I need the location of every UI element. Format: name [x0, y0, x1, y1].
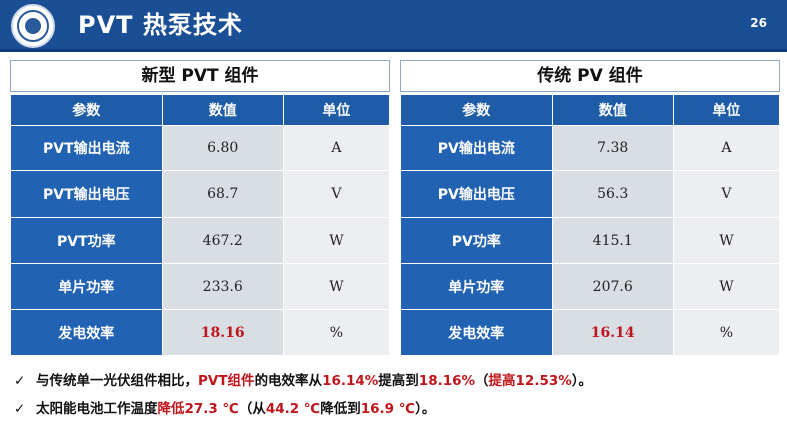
param-cell: PVT输出电流 — [10, 125, 163, 171]
pv-panel-title: 传统 PV 组件 — [400, 60, 780, 92]
param-cell: PV功率 — [400, 217, 553, 264]
value-cell: 7.38 — [551, 125, 674, 171]
table-row: PV功率 415.1 W — [400, 217, 781, 264]
unit-cell: % — [282, 309, 391, 356]
header-stripe — [0, 49, 787, 52]
table-row: PV输出电流 7.38 A — [400, 125, 781, 171]
value-cell: 467.2 — [161, 217, 284, 264]
value-cell: 6.80 — [161, 125, 284, 171]
check-icon: ✓ — [14, 373, 26, 389]
unit-cell: A — [672, 125, 781, 171]
conclusion-notes: ✓ 与传统单一光伏组件相比，PVT组件的电效率从16.14%提高到18.16%（提… — [14, 368, 784, 424]
value-cell: 415.1 — [551, 217, 674, 264]
col-header-unit: 单位 — [672, 94, 781, 126]
table-row: 发电效率 18.16 % — [10, 309, 391, 356]
value-cell: 207.6 — [551, 263, 674, 310]
header-bar: PVT 热泵技术 26 — [0, 0, 787, 52]
table-row: PVT功率 467.2 W — [10, 217, 391, 264]
col-header-param: 参数 — [10, 94, 163, 126]
pvt-table: 参数 数值 单位 PVT输出电流 6.80 A PVT输出电压 68.7 V P… — [10, 94, 391, 356]
unit-cell: W — [282, 217, 391, 264]
table-row: PVT输出电压 68.7 V — [10, 170, 391, 218]
unit-cell: V — [672, 170, 781, 218]
note-temperature: ✓ 太阳能电池工作温度降低27.3 ℃（从44.2 ℃降低到16.9 ℃）。 — [14, 396, 784, 424]
check-icon: ✓ — [14, 401, 26, 417]
page-number: 26 — [750, 16, 767, 30]
pvt-panel-title: 新型 PVT 组件 — [10, 60, 390, 92]
pvt-panel: 新型 PVT 组件 参数 数值 单位 PVT输出电流 6.80 A PVT输出电… — [10, 60, 391, 356]
table-row: 单片功率 233.6 W — [10, 263, 391, 310]
param-cell: 单片功率 — [400, 263, 553, 310]
param-cell: 发电效率 — [10, 309, 163, 356]
value-cell: 56.3 — [551, 170, 674, 218]
param-cell: PV输出电压 — [400, 170, 553, 218]
col-header-value: 数值 — [551, 94, 674, 126]
param-cell: PVT功率 — [10, 217, 163, 264]
slide-title: PVT 热泵技术 — [78, 11, 243, 39]
unit-cell: A — [282, 125, 391, 171]
unit-cell: V — [282, 170, 391, 218]
value-cell: 233.6 — [161, 263, 284, 310]
param-cell: 发电效率 — [400, 309, 553, 356]
col-header-param: 参数 — [400, 94, 553, 126]
table-row: PV输出电压 56.3 V — [400, 170, 781, 218]
value-cell-highlight: 18.16 — [161, 309, 284, 356]
unit-cell: W — [672, 263, 781, 310]
table-row: 单片功率 207.6 W — [400, 263, 781, 310]
university-logo-icon — [11, 4, 55, 48]
pv-table: 参数 数值 单位 PV输出电流 7.38 A PV输出电压 56.3 V PV功… — [400, 94, 781, 356]
param-cell: 单片功率 — [10, 263, 163, 310]
unit-cell: W — [282, 263, 391, 310]
col-header-unit: 单位 — [282, 94, 391, 126]
pv-panel: 传统 PV 组件 参数 数值 单位 PV输出电流 7.38 A PV输出电压 5… — [400, 60, 781, 356]
table-row: 发电效率 16.14 % — [400, 309, 781, 356]
value-cell-highlight: 16.14 — [551, 309, 674, 356]
unit-cell: W — [672, 217, 781, 264]
unit-cell: % — [672, 309, 781, 356]
param-cell: PVT输出电压 — [10, 170, 163, 218]
col-header-value: 数值 — [161, 94, 284, 126]
table-row: PVT输出电流 6.80 A — [10, 125, 391, 171]
value-cell: 68.7 — [161, 170, 284, 218]
param-cell: PV输出电流 — [400, 125, 553, 171]
note-efficiency: ✓ 与传统单一光伏组件相比，PVT组件的电效率从16.14%提高到18.16%（提… — [14, 368, 784, 396]
